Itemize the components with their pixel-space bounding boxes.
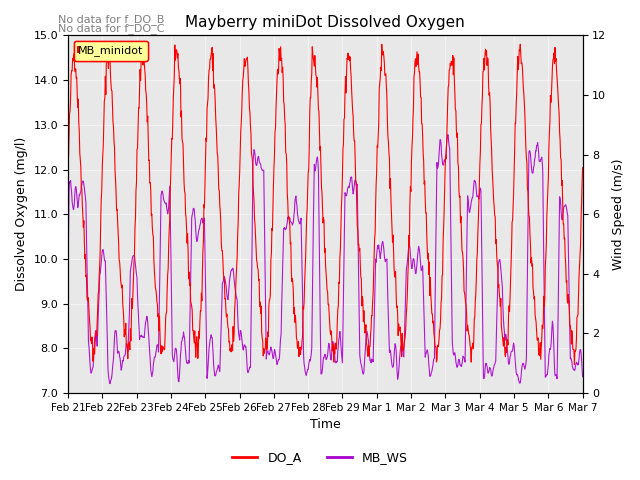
Y-axis label: Wind Speed (m/s): Wind Speed (m/s) <box>612 158 625 270</box>
Text: No data for f_DO_B: No data for f_DO_B <box>58 13 164 24</box>
Legend: MB_minidot: MB_minidot <box>74 41 148 60</box>
X-axis label: Time: Time <box>310 419 340 432</box>
Y-axis label: Dissolved Oxygen (mg/l): Dissolved Oxygen (mg/l) <box>15 137 28 291</box>
Legend: DO_A, MB_WS: DO_A, MB_WS <box>227 446 413 469</box>
Text: No data for f_DO_C: No data for f_DO_C <box>58 23 164 34</box>
Title: Mayberry miniDot Dissolved Oxygen: Mayberry miniDot Dissolved Oxygen <box>186 15 465 30</box>
